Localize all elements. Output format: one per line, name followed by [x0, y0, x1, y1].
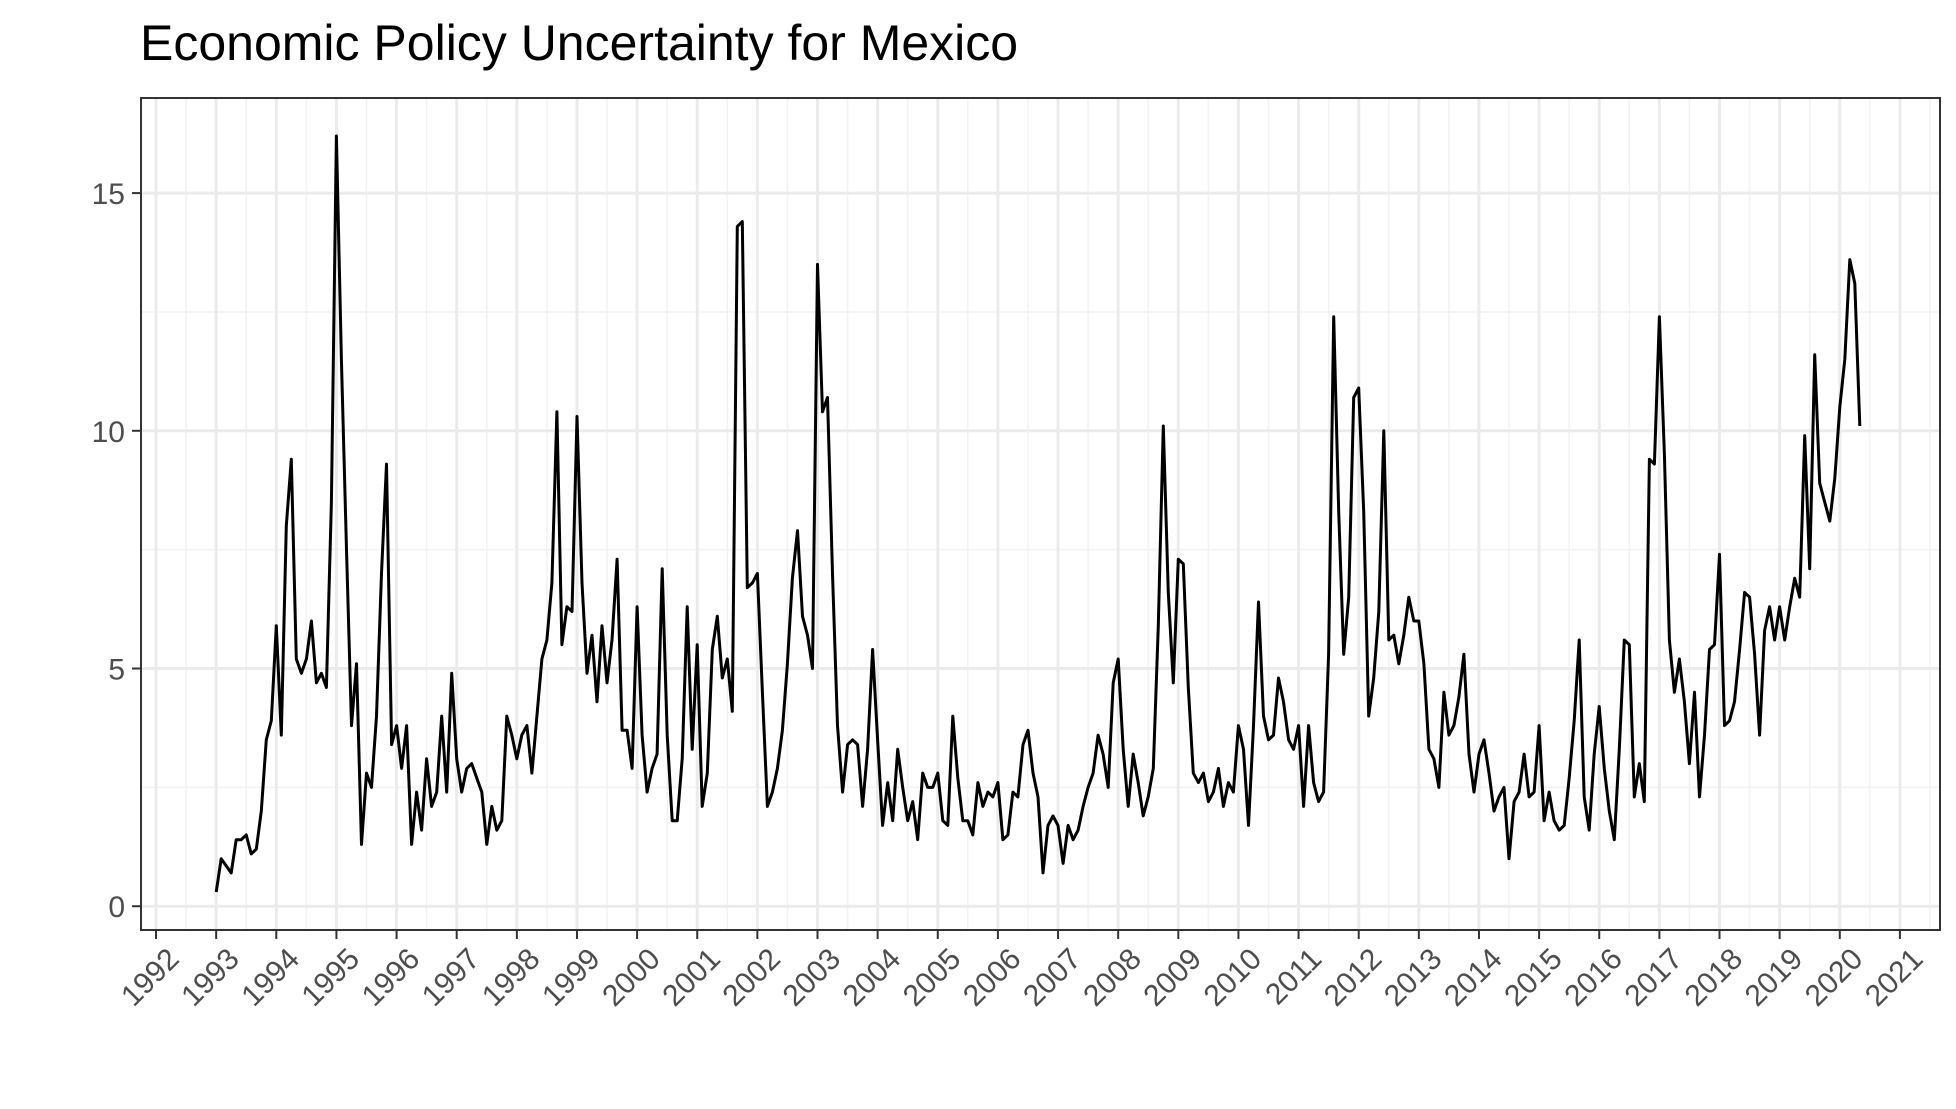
chart-title: Economic Policy Uncertainty for Mexico — [140, 15, 1019, 71]
x-tick-label: 2000 — [596, 942, 667, 1013]
series-line — [214, 134, 1862, 893]
y-tick-label: 0 — [108, 891, 125, 924]
x-tick-label: 1999 — [536, 942, 607, 1013]
x-tick-label: 2002 — [716, 942, 787, 1013]
x-tick-label: 2019 — [1739, 942, 1810, 1013]
x-tick-label: 2006 — [957, 942, 1028, 1013]
grid-layer — [141, 98, 1940, 930]
x-tick-label: 1992 — [115, 942, 186, 1013]
x-tick-label: 2014 — [1438, 942, 1509, 1013]
x-tick-label: 2016 — [1558, 942, 1629, 1013]
x-tick-label: 2020 — [1799, 942, 1870, 1013]
x-tick-label: 2013 — [1378, 942, 1449, 1013]
x-tick-label: 1993 — [175, 942, 246, 1013]
y-tick-label: 10 — [92, 416, 125, 449]
x-tick-label: 2017 — [1618, 942, 1689, 1013]
x-tick-label: 2012 — [1318, 942, 1389, 1013]
x-tick-label: 2001 — [656, 942, 727, 1013]
x-tick-label: 2021 — [1859, 942, 1930, 1013]
x-tick-label: 2007 — [1017, 942, 1088, 1013]
x-tick-label: 2004 — [837, 942, 908, 1013]
x-tick-label: 2011 — [1259, 942, 1328, 1011]
x-tick-label: 2018 — [1679, 942, 1750, 1013]
x-tick-label: 2009 — [1137, 942, 1208, 1013]
y-tick-label: 15 — [92, 178, 125, 211]
x-tick-label: 2010 — [1198, 942, 1269, 1013]
x-tick-label: 1994 — [235, 942, 306, 1013]
x-tick-label: 1995 — [296, 942, 367, 1013]
x-tick-label: 1998 — [476, 942, 547, 1013]
x-tick-label: 2015 — [1498, 942, 1569, 1013]
x-tick-label: 2003 — [777, 942, 848, 1013]
x-tick-label: 2005 — [897, 942, 968, 1013]
x-tick-label: 1997 — [416, 942, 487, 1013]
panel-border — [140, 97, 1941, 931]
x-tick-label: 2008 — [1077, 942, 1148, 1013]
x-tick-label: 1996 — [356, 942, 427, 1013]
y-tick-label: 5 — [108, 654, 125, 687]
plot-panel — [141, 98, 1940, 930]
series-layer — [214, 134, 1862, 893]
